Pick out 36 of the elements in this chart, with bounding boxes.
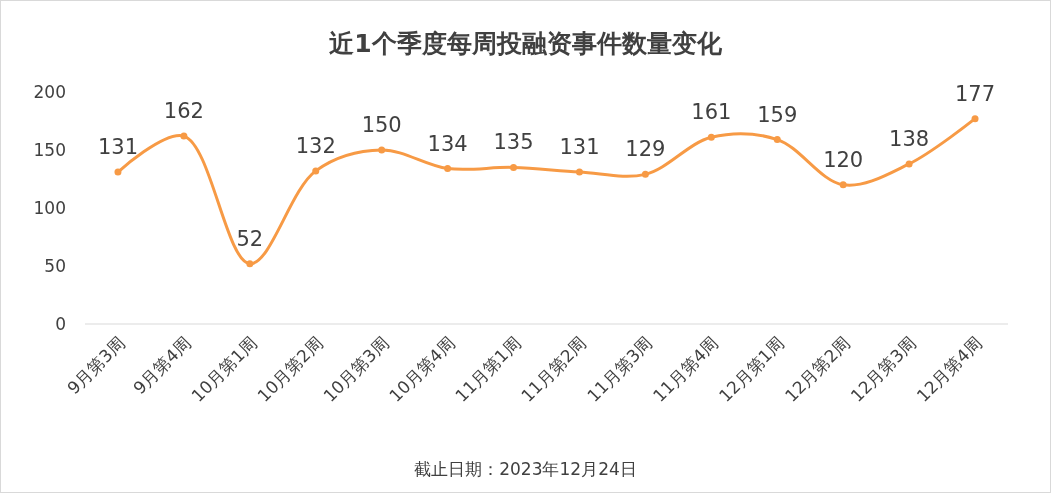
y-tick-label: 200 [33,81,66,102]
point [971,115,979,123]
data-label: 177 [954,81,996,106]
point [839,181,847,189]
point [641,170,649,178]
data-label: 161 [691,100,732,125]
point [905,160,913,168]
point [773,136,781,144]
point [575,168,583,176]
point [246,260,254,268]
y-tick-label: 50 [44,255,66,276]
data-label: 120 [823,147,864,172]
chart-title: 近1个季度每周投融资事件数量变化 [329,29,723,58]
point [444,165,452,173]
data-label: 135 [493,130,534,155]
data-label: 131 [97,135,139,160]
y-tick-label: 0 [55,313,66,334]
data-label: 150 [361,113,402,137]
y-tick-label: 150 [33,139,66,160]
data-label: 134 [427,131,468,156]
point [510,163,518,171]
data-label: 131 [559,135,600,160]
y-tick-label: 100 [33,197,66,218]
x-tick-label: 9月第3周 [63,332,129,399]
data-label: 138 [889,126,930,151]
text: 截止日期：2023年12月24日 [414,459,637,479]
data-label: 132 [295,133,336,158]
data-label: 52 [236,226,264,251]
point [378,146,386,154]
point [707,133,715,141]
data-label: 162 [163,99,204,124]
data-label: 129 [625,137,666,162]
point [312,167,320,175]
point [180,132,188,140]
point [114,168,122,176]
data-label: 159 [757,102,798,127]
